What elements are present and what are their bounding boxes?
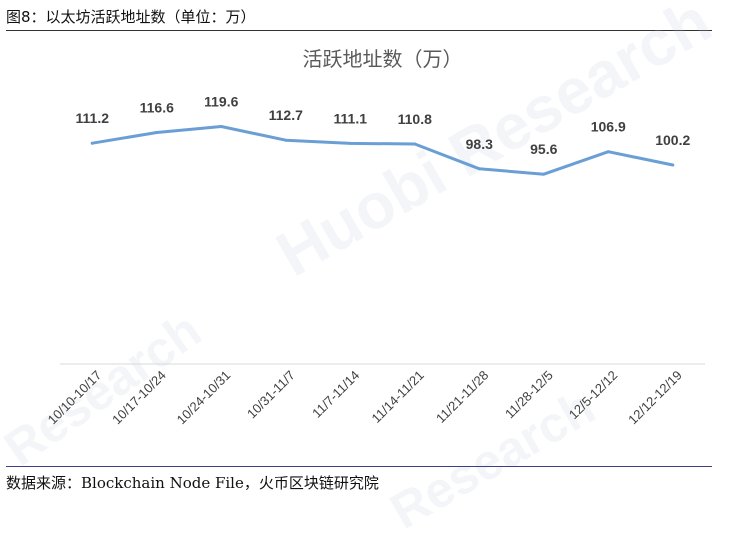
data-point xyxy=(219,125,223,129)
data-point xyxy=(155,130,159,134)
figure-caption: 图8：以太坊活跃地址数（单位：万） xyxy=(6,8,256,26)
data-point xyxy=(90,141,94,145)
data-label: 112.7 xyxy=(269,107,303,123)
data-label: 111.1 xyxy=(334,110,368,126)
chart-title: 活跃地址数（万） xyxy=(303,47,463,71)
x-tick-label: 11/28-12/5 xyxy=(502,368,556,422)
data-label: 111.2 xyxy=(76,110,110,126)
x-tick-label: 10/24-10/31 xyxy=(174,368,234,428)
x-tick-label: 11/14-11/21 xyxy=(369,368,427,426)
data-point xyxy=(671,163,675,167)
data-label: 106.9 xyxy=(591,119,626,135)
series-line xyxy=(90,125,675,176)
data-label: 100.2 xyxy=(655,132,690,148)
data-label: 110.8 xyxy=(398,111,432,127)
x-tick-label: 10/17-10/24 xyxy=(109,368,169,428)
data-point xyxy=(477,167,481,171)
x-tick-label: 10/31-11/7 xyxy=(244,368,298,422)
data-point xyxy=(348,141,352,145)
source-note: 数据来源：Blockchain Node File，火币区块链研究院 xyxy=(6,474,379,492)
x-tick-label: 12/12-12/19 xyxy=(625,368,685,428)
data-point xyxy=(284,138,288,142)
data-label: 95.6 xyxy=(530,141,557,157)
x-tick-label: 10/10-10/17 xyxy=(45,368,105,428)
bottom-rule xyxy=(6,466,712,467)
x-tick-label: 11/7-11/14 xyxy=(309,368,362,421)
x-tick-label: 12/5-12/12 xyxy=(566,368,621,423)
line-chart: 活跃地址数（万） 111.2 116.6 119.6 112.7 111.1 110.8 98… xyxy=(45,47,705,428)
data-label: 116.6 xyxy=(140,99,174,115)
data-point xyxy=(413,142,417,146)
data-point xyxy=(606,150,610,154)
top-rule xyxy=(6,30,712,31)
x-tick-label: 11/21-11/28 xyxy=(433,368,491,426)
data-point xyxy=(542,172,546,176)
data-label: 119.6 xyxy=(204,94,238,110)
data-label: 98.3 xyxy=(466,136,493,152)
